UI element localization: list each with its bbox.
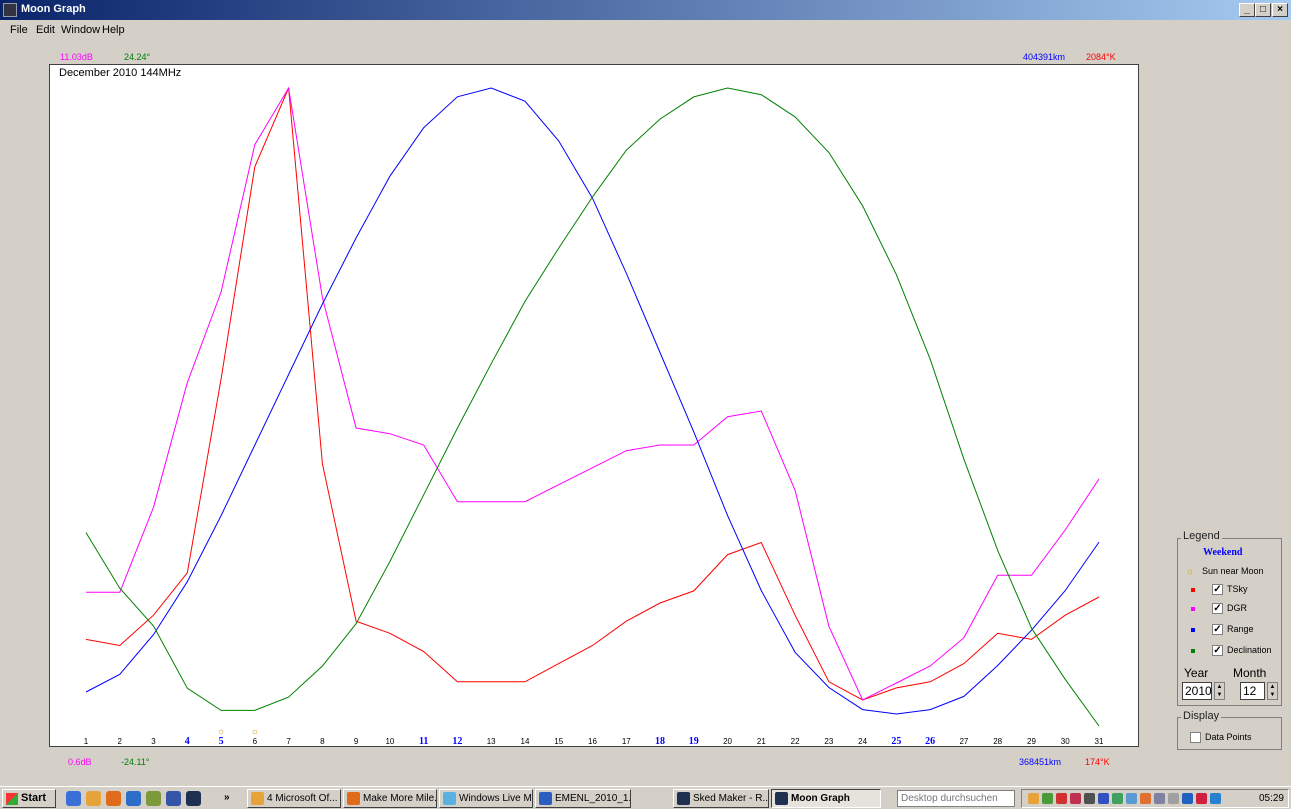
- minimize-button[interactable]: _: [1239, 3, 1255, 17]
- tsky-checkbox[interactable]: ✓: [1212, 584, 1223, 595]
- tray-icon[interactable]: [1028, 793, 1039, 804]
- data-points-label: Data Points: [1205, 732, 1252, 742]
- year-label: Year: [1184, 666, 1209, 680]
- range-max-label: 404391km: [1023, 52, 1066, 62]
- task-label: Moon Graph: [791, 793, 850, 804]
- chart-title: December 2010 144MHz: [59, 67, 182, 79]
- tray-icon[interactable]: [1196, 793, 1207, 804]
- tray-icon[interactable]: [1154, 793, 1165, 804]
- window-title: Moon Graph: [21, 3, 86, 15]
- menu-help[interactable]: Help: [102, 24, 125, 36]
- tray-icon[interactable]: [1140, 793, 1151, 804]
- task-label: 4 Microsoft Of...: [267, 793, 338, 804]
- display-group: [1177, 717, 1282, 750]
- tsky-min-label: 174°K: [1085, 757, 1110, 767]
- show-desktop-icon[interactable]: [66, 791, 81, 806]
- display-title: Display: [1181, 710, 1222, 722]
- start-button[interactable]: Start: [2, 789, 56, 808]
- declination-max-label: 24.24°: [124, 52, 151, 62]
- tray-icon[interactable]: [1098, 793, 1109, 804]
- network-icon[interactable]: [1112, 793, 1123, 804]
- task-label: EMENL_2010_1...: [555, 793, 631, 804]
- moon-graph-task-icon: [775, 792, 788, 805]
- windows-flag-icon: [6, 793, 18, 805]
- title-bar[interactable]: Moon Graph _ □ ×: [0, 0, 1291, 20]
- tsky-legend-marker: [1191, 588, 1195, 592]
- task-label: Windows Live M...: [459, 793, 533, 804]
- tray-icon[interactable]: [1210, 793, 1221, 804]
- declination-checkbox[interactable]: ✓: [1212, 645, 1223, 656]
- task-windows-live[interactable]: Windows Live M...: [439, 789, 533, 808]
- moon-quick-icon[interactable]: [186, 791, 201, 806]
- system-tray: 05:29: [1021, 789, 1289, 808]
- volume-icon[interactable]: [1084, 793, 1095, 804]
- year-input[interactable]: 2010: [1182, 682, 1212, 700]
- desktop-search-input[interactable]: Desktop durchsuchen: [897, 790, 1015, 807]
- dgr-min-label: 0.6dB: [68, 757, 92, 767]
- tray-icon[interactable]: [1168, 793, 1179, 804]
- taskbar: Start » 4 Microsoft Of... Make More Mile…: [0, 786, 1291, 809]
- app-icon: [3, 3, 17, 17]
- dgr-legend-label: DGR: [1227, 603, 1247, 613]
- menu-window[interactable]: Window: [61, 24, 101, 36]
- range-checkbox[interactable]: ✓: [1212, 624, 1223, 635]
- dgr-legend-marker: [1191, 607, 1195, 611]
- month-label: Month: [1233, 666, 1267, 680]
- tray-icon[interactable]: [1070, 793, 1081, 804]
- data-points-checkbox[interactable]: [1190, 732, 1201, 743]
- menu-file[interactable]: File: [10, 24, 28, 36]
- task-label: Make More Mile...: [363, 793, 437, 804]
- dgr-max-label: 11.03dB: [60, 52, 93, 62]
- sun-icon: ☼: [1186, 566, 1195, 576]
- year-spinner[interactable]: ▲ ▼: [1214, 682, 1225, 700]
- office-icon: [251, 792, 264, 805]
- task-sked-maker[interactable]: Sked Maker - R...: [673, 789, 769, 808]
- sked-icon: [677, 792, 690, 805]
- app-quick-icon[interactable]: [166, 791, 181, 806]
- tsky-max-label: 2084°K: [1086, 52, 1116, 62]
- moon-graph-window: Moon Graph _ □ × File Edit Window Help 1…: [0, 0, 1291, 767]
- dgr-checkbox[interactable]: ✓: [1212, 603, 1223, 614]
- maximize-button[interactable]: □: [1255, 3, 1271, 17]
- task-moon-graph[interactable]: Moon Graph: [771, 789, 881, 808]
- legend-sun-near-moon: Sun near Moon: [1202, 566, 1264, 576]
- tray-icon[interactable]: [1126, 793, 1137, 804]
- close-button[interactable]: ×: [1272, 3, 1288, 17]
- start-label: Start: [21, 792, 47, 804]
- legend-weekend: Weekend: [1203, 547, 1243, 558]
- tsky-legend-label: TSky: [1227, 584, 1248, 594]
- firefox-task-icon: [347, 792, 360, 805]
- month-input[interactable]: 12: [1240, 682, 1265, 700]
- declination-min-label: -24.11°: [121, 757, 150, 767]
- tool-icon[interactable]: [146, 791, 161, 806]
- tray-icon[interactable]: [1042, 793, 1053, 804]
- task-emenl[interactable]: EMENL_2010_1...: [535, 789, 631, 808]
- task-make-more-miles[interactable]: Make More Mile...: [343, 789, 437, 808]
- range-legend-label: Range: [1227, 624, 1254, 634]
- legend-group: [1177, 538, 1282, 706]
- legend-title: Legend: [1181, 530, 1222, 542]
- range-min-label: 368451km: [1019, 757, 1062, 767]
- declination-legend-label: Declination: [1227, 645, 1272, 655]
- firefox-icon[interactable]: [106, 791, 121, 806]
- word-icon: [539, 792, 552, 805]
- month-spinner[interactable]: ▲ ▼: [1267, 682, 1278, 700]
- clock: 05:29: [1258, 793, 1284, 804]
- menu-bar: File Edit Window Help: [0, 20, 1291, 40]
- task-microsoft-office[interactable]: 4 Microsoft Of...: [247, 789, 341, 808]
- globe-icon[interactable]: [126, 791, 141, 806]
- live-icon: [443, 792, 456, 805]
- tray-icon[interactable]: [1182, 793, 1193, 804]
- more-chevron[interactable]: »: [224, 792, 230, 803]
- quick-launch-icon[interactable]: [86, 791, 101, 806]
- task-label: Sked Maker - R...: [693, 793, 769, 804]
- range-legend-marker: [1191, 628, 1195, 632]
- tray-icon[interactable]: [1056, 793, 1067, 804]
- declination-legend-marker: [1191, 649, 1195, 653]
- plot-area: [49, 64, 1139, 747]
- menu-edit[interactable]: Edit: [36, 24, 55, 36]
